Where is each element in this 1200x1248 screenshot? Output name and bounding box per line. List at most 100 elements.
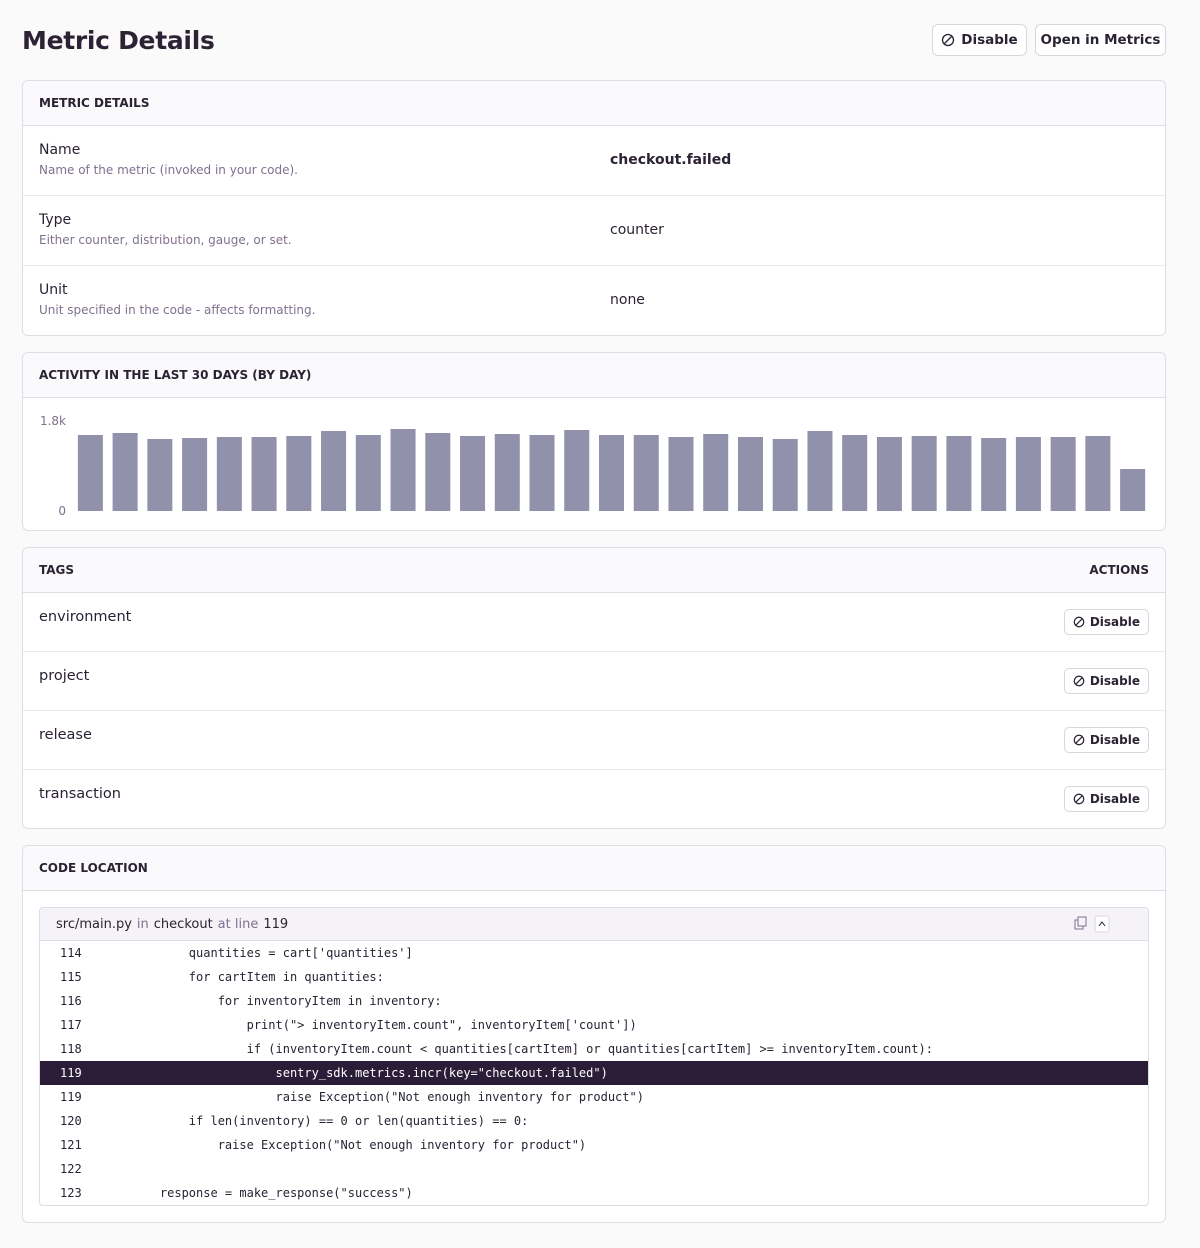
disable-icon [1073, 675, 1085, 687]
code-line: 114 quantities = cart['quantities'] [40, 941, 1148, 965]
bar [1120, 469, 1146, 511]
in-text: in [136, 916, 149, 932]
bar [112, 433, 138, 511]
detail-value: counter [610, 222, 664, 238]
bar [703, 434, 729, 511]
code-line: 118 if (inventoryItem.count < quantities… [40, 1037, 1148, 1061]
line-text: response = make_response("success") [131, 1186, 413, 1200]
tag-disable-button[interactable]: Disable [1063, 786, 1149, 812]
line-text: quantities = cart['quantities'] [131, 946, 413, 960]
line-number: 117 [60, 1018, 82, 1032]
disable-icon [1073, 616, 1085, 628]
detail-value: checkout.failed [610, 152, 732, 168]
panel-title: CODE LOCATION [39, 861, 148, 875]
bar [460, 436, 486, 511]
bar [390, 429, 416, 511]
code-line: 123 response = make_response("success") [40, 1181, 1148, 1205]
tag-disable-button[interactable]: Disable [1063, 727, 1149, 753]
line-number: 119 [60, 1090, 82, 1104]
disable-icon [1073, 793, 1085, 805]
button-label: Disable [1089, 674, 1140, 688]
panel-header: CODE LOCATION [23, 846, 1165, 891]
detail-value: none [610, 292, 645, 308]
bar [842, 435, 868, 511]
bar [981, 438, 1007, 511]
tag-row: transaction Disable [23, 770, 1165, 828]
line-text: if (inventoryItem.count < quantities[car… [131, 1042, 933, 1056]
code-line: 121 raise Exception("Not enough inventor… [40, 1133, 1148, 1157]
disable-button[interactable]: Disable [932, 24, 1027, 56]
details-panel: METRIC DETAILS Name Name of the metric (i… [22, 80, 1166, 336]
line-number: 123 [60, 1186, 82, 1200]
tag-disable-button[interactable]: Disable [1063, 609, 1149, 635]
line-number: 116 [60, 994, 82, 1008]
line-text: raise Exception("Not enough inventory fo… [131, 1090, 644, 1104]
panel-title: TAGS [39, 563, 75, 577]
tag-row: project Disable [23, 652, 1165, 711]
bar [286, 436, 312, 511]
code-line: 117 print("> inventoryItem.count", inven… [40, 1013, 1148, 1037]
bar [425, 433, 451, 511]
panel-title: METRIC DETAILS [39, 96, 150, 110]
disable-icon [942, 33, 955, 47]
button-label: Open in Metrics [1040, 32, 1161, 48]
y-tick-label: 1.8k [40, 414, 66, 428]
panel-header: ACTIVITY IN THE LAST 30 DAYS (BY DAY) [23, 353, 1165, 398]
tag-name: environment [39, 609, 132, 625]
bar [529, 435, 555, 511]
tag-name: transaction [39, 786, 121, 802]
line-number: 114 [60, 946, 82, 960]
button-label: Disable [1089, 615, 1140, 629]
line-text: print("> inventoryItem.count", inventory… [131, 1018, 637, 1032]
file: src/main.py [56, 916, 132, 932]
detail-description: Name of the metric (invoked in your code… [39, 163, 298, 177]
bar [946, 436, 972, 511]
bar [77, 435, 103, 511]
line-number: 118 [60, 1042, 82, 1056]
page-title: Metric Details [22, 26, 215, 55]
tag-rows: environment Disable project Disable release D… [23, 593, 1165, 828]
y-tick-label: 0 [58, 504, 66, 518]
button-label: Disable [961, 32, 1018, 48]
code-panel: CODE LOCATION src/main.py in checkout at… [22, 845, 1166, 1223]
actions-title: ACTIONS [1089, 563, 1149, 577]
bar [1085, 436, 1111, 511]
line-number: 119 [60, 1066, 82, 1080]
line-number: 120 [60, 1114, 82, 1128]
code-actions[interactable] [1072, 915, 1132, 933]
bar [182, 438, 208, 511]
bar [1015, 437, 1041, 511]
line-text: if len(inventory) == 0 or len(quantities… [131, 1114, 529, 1128]
tags-panel: TAGS ACTIONS environment Disable project Dis… [22, 547, 1166, 829]
panel-title: ACTIVITY IN THE LAST 30 DAYS (BY DAY) [39, 368, 312, 382]
line-text: for cartItem in quantities: [131, 970, 384, 984]
line-text: for inventoryItem in inventory: [131, 994, 442, 1008]
line-number: 122 [60, 1162, 82, 1176]
tag-disable-button[interactable]: Disable [1063, 668, 1149, 694]
bar [737, 437, 763, 511]
bar [494, 434, 520, 511]
detail-row: Unit Unit specified in the code - affects… [23, 266, 1165, 335]
code-line: 115 for cartItem in quantities: [40, 965, 1148, 989]
code-line: 120 if len(inventory) == 0 or len(quanti… [40, 1109, 1148, 1133]
line-text: raise Exception("Not enough inventory fo… [131, 1138, 587, 1152]
detail-label: Name [39, 142, 81, 158]
tag-name: release [39, 727, 92, 743]
detail-description: Either counter, distribution, gauge, or … [39, 233, 292, 247]
detail-label: Unit [39, 282, 68, 298]
code-box: src/main.py in checkout at line 119 114 … [39, 907, 1149, 1206]
detail-row: Type Either counter, distribution, gauge,… [23, 196, 1165, 266]
details-rows: Name Name of the metric (invoked in your … [23, 126, 1165, 335]
open-in-metrics-button[interactable]: Open in Metrics [1035, 24, 1166, 56]
activity-panel: ACTIVITY IN THE LAST 30 DAYS (BY DAY) 0 1… [22, 352, 1166, 531]
tag-name: project [39, 668, 90, 684]
tag-row: environment Disable [23, 593, 1165, 652]
button-label: Disable [1089, 792, 1140, 806]
bar [1050, 437, 1076, 511]
bar [216, 437, 242, 511]
code-line: 116 for inventoryItem in inventory: [40, 989, 1148, 1013]
panel-header: METRIC DETAILS [23, 81, 1165, 126]
bar [911, 436, 937, 511]
button-label: Disable [1089, 733, 1140, 747]
